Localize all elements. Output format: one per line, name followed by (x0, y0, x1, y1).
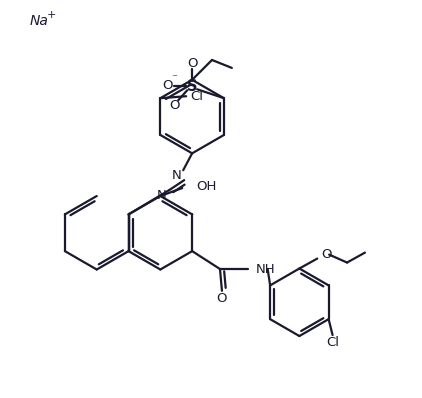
Text: OH: OH (196, 179, 216, 193)
Text: Cl: Cl (326, 336, 339, 349)
Text: N: N (157, 189, 166, 201)
Text: N: N (171, 169, 181, 181)
Text: O: O (217, 292, 227, 305)
Text: +: + (47, 10, 57, 20)
Text: O: O (187, 57, 197, 70)
Text: O: O (169, 99, 179, 112)
Text: S: S (187, 79, 197, 94)
Text: Cl: Cl (190, 90, 203, 103)
Text: O: O (321, 248, 332, 261)
Text: O: O (162, 79, 173, 92)
Text: ⁻: ⁻ (171, 73, 177, 83)
Text: Na: Na (29, 14, 48, 28)
Text: NH: NH (256, 263, 275, 275)
